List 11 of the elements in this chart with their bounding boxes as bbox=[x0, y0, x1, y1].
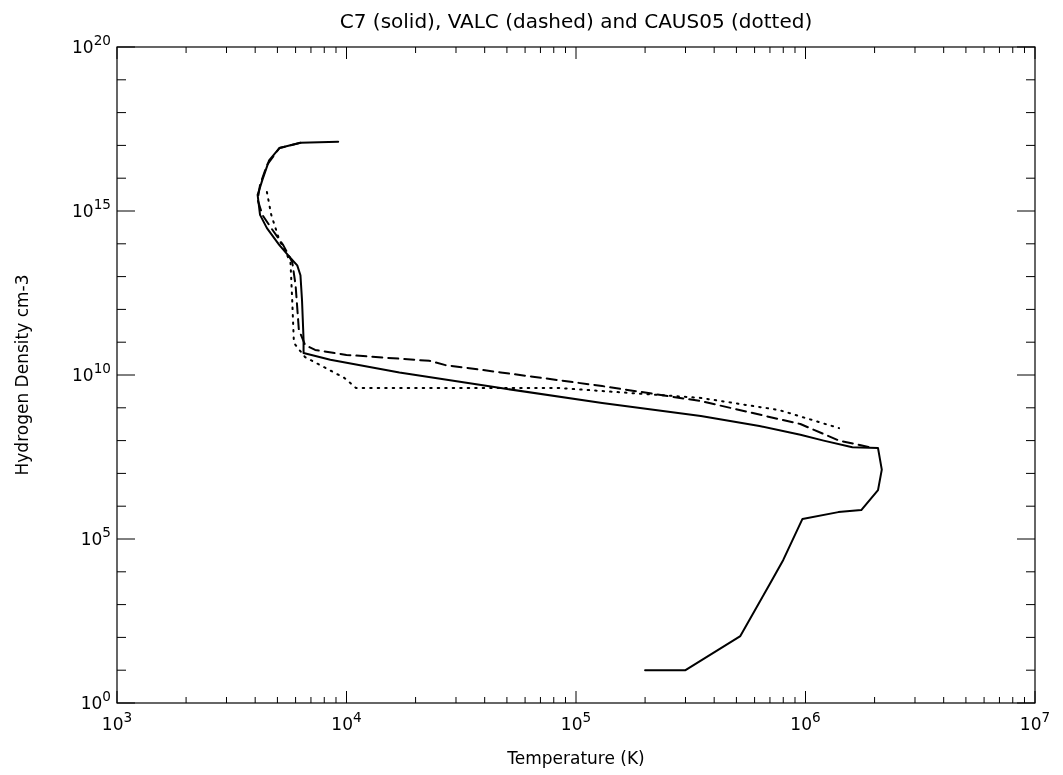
x-axis-title: Temperature (K) bbox=[506, 748, 645, 768]
y-tick-label: 10$^{20}$ bbox=[72, 32, 111, 57]
x-tick-label: 10$^{7}$ bbox=[1019, 709, 1051, 734]
y-axis-title: Hydrogen Density cm-3 bbox=[12, 274, 32, 476]
y-tick-label: 10$^{15}$ bbox=[72, 196, 111, 221]
x-tick-label: 10$^{5}$ bbox=[560, 709, 592, 734]
y-tick-label: 10$^{5}$ bbox=[80, 524, 111, 549]
x-tick-label: 10$^{6}$ bbox=[790, 709, 821, 734]
y-tick-label: 10$^{10}$ bbox=[72, 360, 111, 385]
chart-title: C7 (solid), VALC (dashed) and CAUS05 (dotted) bbox=[339, 9, 813, 33]
x-tick-label: 10$^{4}$ bbox=[331, 709, 362, 734]
